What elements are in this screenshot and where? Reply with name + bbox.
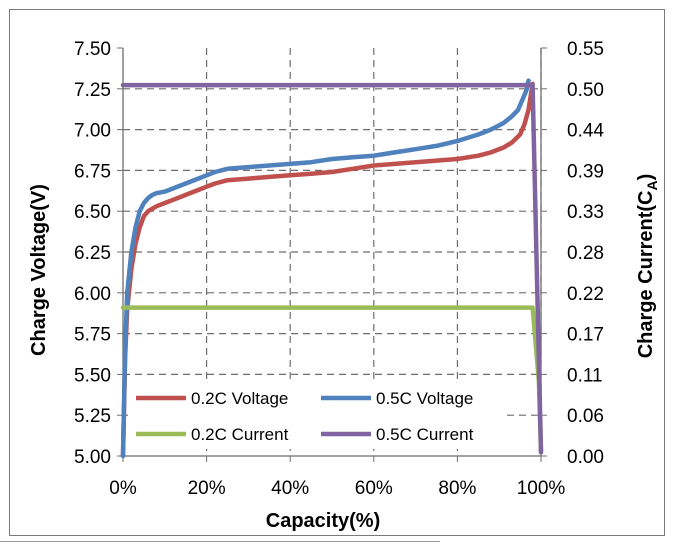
right-tick-label: 0.33 (567, 202, 604, 223)
series-line-0.2c-voltage (120, 81, 535, 459)
right-tick-label: 0.50 (567, 80, 604, 101)
chart-frame (9, 9, 665, 536)
series-line-0.5c-current (120, 82, 544, 455)
right-tick-label: 0.22 (567, 284, 604, 305)
left-tick-label: 7.25 (74, 80, 111, 101)
x-tick-label: 80% (438, 478, 476, 499)
left-tick-label: 7.00 (74, 121, 111, 142)
left-tick-label: 5.25 (74, 406, 111, 427)
left-tick-label: 7.50 (74, 39, 111, 60)
right-tick-label: 0.11 (567, 365, 603, 386)
x-tick-label: 0% (109, 478, 137, 499)
bottom-rule (0, 541, 440, 542)
legend-label-0.5c-current: 0.5C Current (376, 425, 474, 444)
left-tick-label: 5.50 (74, 365, 111, 386)
left-tick-label: 5.00 (74, 447, 111, 468)
legend-label-0.5c-voltage: 0.5C Voltage (376, 389, 473, 408)
right-axis-title-close: ) (635, 174, 657, 181)
legend: 0.2C Voltage 0.5C Voltage 0.2C Current 0… (128, 382, 504, 449)
x-tick-label: 60% (355, 478, 393, 499)
legend-background (128, 382, 504, 449)
x-axis-title: Capacity(%) (266, 510, 380, 532)
right-tick-label: 0.17 (567, 325, 604, 346)
series-layer (120, 78, 544, 459)
right-tick-label: 0.39 (567, 161, 604, 182)
x-tick-label: 100% (517, 478, 566, 499)
right-tick-label: 0.06 (567, 406, 604, 427)
left-tick-label: 6.00 (74, 284, 111, 305)
left-tick-label: 6.25 (74, 243, 111, 264)
right-axis-title: Charge Current(CA) (635, 174, 660, 359)
legend-label-0.2c-voltage: 0.2C Voltage (191, 389, 288, 408)
tick-labels: 7.50 0.55 7.25 0.50 7.00 0.44 6.75 0.39 6.50 0.33… (74, 39, 604, 499)
right-axis-title-sub: A (644, 180, 660, 190)
legend-label-0.2c-current: 0.2C Current (191, 425, 289, 444)
series-line-0.5c-voltage (120, 78, 531, 459)
left-tick-label: 6.50 (74, 202, 111, 223)
x-tick-label: 20% (188, 478, 226, 499)
left-tick-label: 6.75 (74, 161, 111, 182)
left-tick-label: 5.75 (74, 325, 111, 346)
right-axis-title-main: Charge Current(C (635, 191, 657, 359)
right-tick-label: 0.44 (567, 121, 604, 142)
right-tick-label: 0.00 (567, 447, 604, 468)
x-tick-label: 40% (271, 478, 309, 499)
left-axis-title: Charge Voltage(V) (28, 184, 50, 356)
right-tick-label: 0.28 (567, 243, 604, 264)
right-tick-label: 0.55 (567, 39, 604, 60)
